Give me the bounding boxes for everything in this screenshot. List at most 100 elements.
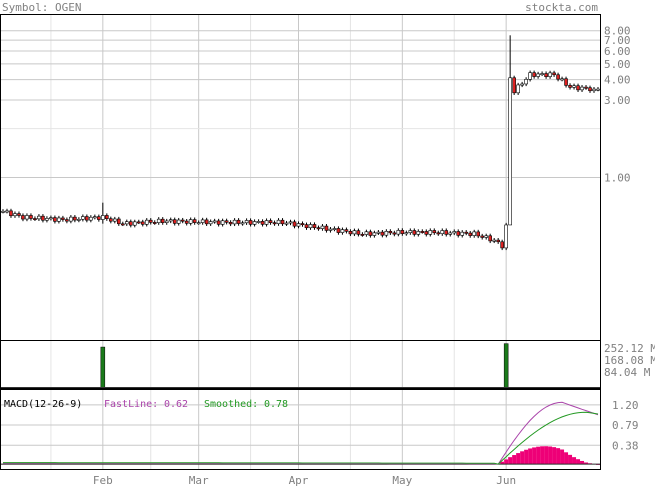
- candle-body: [493, 240, 496, 241]
- candle-body: [89, 217, 92, 220]
- candle-body: [593, 89, 596, 91]
- volume-bar: [504, 344, 508, 388]
- candle-body: [461, 232, 464, 235]
- candle-body: [153, 222, 156, 223]
- candle-body: [477, 232, 480, 236]
- candle-body: [157, 219, 160, 222]
- candle-body: [561, 79, 564, 80]
- candle-body: [321, 226, 324, 229]
- volume-bar: [101, 347, 105, 388]
- candle-body: [281, 220, 284, 224]
- macd-histogram-bar: [560, 450, 564, 465]
- candle-body: [409, 231, 412, 233]
- candle-body: [457, 232, 460, 236]
- candle-body: [197, 223, 200, 224]
- candle-body: [569, 85, 572, 87]
- candle-body: [373, 233, 376, 236]
- candle-body: [33, 218, 36, 219]
- candle-body: [553, 73, 556, 75]
- candle-body: [49, 218, 52, 219]
- candle-body: [589, 88, 592, 91]
- candle-body: [29, 215, 32, 218]
- candle-body: [441, 231, 444, 234]
- candle-body: [541, 74, 544, 75]
- candle-body: [533, 73, 536, 77]
- candle-body: [505, 225, 508, 248]
- candle-body: [405, 233, 408, 234]
- candle-body: [229, 222, 232, 224]
- candle-body: [581, 87, 584, 90]
- candle-body: [465, 232, 468, 233]
- candle-body: [537, 74, 540, 77]
- candle-body: [433, 230, 436, 232]
- candle-body: [597, 89, 600, 90]
- candle-body: [69, 217, 72, 221]
- candle-body: [97, 217, 100, 220]
- candle-body: [545, 74, 548, 77]
- candle-body: [93, 217, 96, 218]
- candle-body: [317, 228, 320, 229]
- candle-body: [241, 223, 244, 224]
- candle-body: [41, 216, 44, 220]
- macd-legend: MACD(12-26-9) FastLine: 0.62 Smoothed: 0…: [4, 399, 288, 410]
- candle-body: [357, 231, 360, 235]
- candle-body: [193, 220, 196, 223]
- candle-body: [313, 224, 316, 227]
- candle-body: [61, 218, 64, 220]
- candle-body: [361, 234, 364, 235]
- candle-body: [349, 231, 352, 234]
- candle-body: [481, 236, 484, 237]
- candle-body: [109, 219, 112, 221]
- fastline-value: 0.62: [164, 399, 188, 410]
- volume-series: [1, 344, 600, 388]
- x-tick-label: Apr: [289, 474, 309, 486]
- candle-body: [101, 215, 104, 219]
- candle-body: [261, 221, 264, 224]
- candle-body: [333, 228, 336, 229]
- candle-body: [301, 224, 304, 225]
- macd-series: [1, 402, 600, 465]
- price-tick-label: 4.00: [604, 74, 631, 87]
- macd-histogram-bar: [540, 446, 544, 464]
- candle-body: [137, 222, 140, 223]
- candle-body: [429, 230, 432, 234]
- macd-histogram-bar: [568, 455, 572, 464]
- candle-body: [501, 242, 504, 248]
- candle-body: [557, 75, 560, 79]
- candle-body: [369, 232, 372, 236]
- macd-tick-label: 0.79: [612, 419, 639, 432]
- candle-body: [65, 220, 68, 222]
- candle-body: [121, 224, 124, 225]
- macd-histogram-bar: [520, 451, 524, 464]
- site-link[interactable]: stockta.com: [525, 1, 598, 14]
- candle-body: [521, 84, 524, 85]
- candle-body: [445, 231, 448, 235]
- candle-body: [577, 86, 580, 90]
- candle-body: [377, 232, 380, 233]
- candle-body: [45, 218, 48, 220]
- candle-body: [353, 231, 356, 234]
- candle-body: [497, 240, 500, 242]
- candle-body: [449, 233, 452, 234]
- macd-histogram-bar: [508, 457, 512, 464]
- candle-body: [185, 221, 188, 223]
- macd-histogram-bar: [528, 448, 532, 464]
- candle-body: [421, 231, 424, 232]
- candle-body: [549, 73, 552, 77]
- candle-body: [305, 225, 308, 228]
- candle-body: [309, 224, 312, 227]
- candle-body: [181, 220, 184, 221]
- candle-body: [289, 222, 292, 223]
- candle-body: [189, 220, 192, 224]
- candle-body: [25, 215, 28, 219]
- candle-body: [285, 223, 288, 224]
- macd-histogram-bar: [548, 447, 552, 465]
- candle-body: [297, 224, 300, 227]
- candle-body: [213, 221, 216, 222]
- symbol-label: Symbol: OGEN: [2, 1, 81, 14]
- candle-body: [57, 218, 60, 221]
- price-tick-label: 3.00: [604, 94, 631, 107]
- candle-body: [21, 216, 24, 220]
- candle-body: [73, 217, 76, 220]
